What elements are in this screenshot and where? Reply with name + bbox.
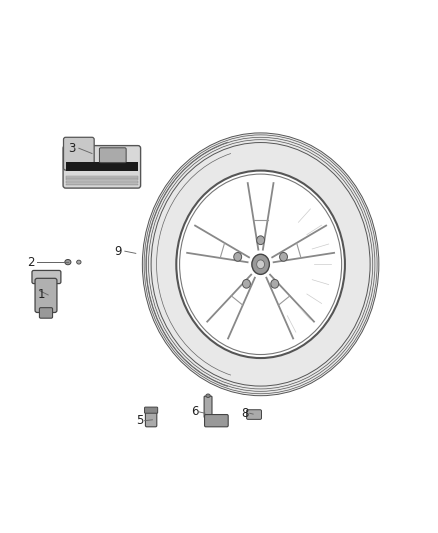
Text: 5: 5: [137, 414, 144, 427]
Bar: [66, 179, 138, 180]
FancyBboxPatch shape: [64, 138, 94, 170]
Bar: [66, 181, 138, 183]
Bar: [66, 176, 138, 177]
FancyBboxPatch shape: [99, 148, 126, 163]
Ellipse shape: [252, 254, 269, 274]
Text: 2: 2: [27, 256, 35, 269]
Ellipse shape: [257, 260, 265, 269]
FancyBboxPatch shape: [35, 278, 57, 312]
Ellipse shape: [279, 253, 287, 261]
FancyBboxPatch shape: [247, 410, 261, 419]
Text: 6: 6: [191, 406, 199, 418]
FancyBboxPatch shape: [32, 270, 61, 284]
Ellipse shape: [243, 279, 251, 288]
FancyBboxPatch shape: [145, 407, 158, 413]
FancyBboxPatch shape: [205, 415, 228, 427]
Ellipse shape: [176, 171, 345, 358]
Text: 3: 3: [69, 142, 76, 155]
Text: 9: 9: [114, 245, 122, 257]
Bar: [66, 162, 138, 171]
Ellipse shape: [257, 236, 265, 245]
Ellipse shape: [142, 133, 379, 395]
FancyBboxPatch shape: [145, 409, 157, 427]
Bar: [66, 184, 138, 185]
Ellipse shape: [234, 253, 242, 261]
Text: 1: 1: [38, 288, 46, 302]
Text: 8: 8: [242, 407, 249, 419]
Ellipse shape: [271, 279, 279, 288]
Ellipse shape: [77, 260, 81, 264]
FancyBboxPatch shape: [39, 308, 53, 318]
Ellipse shape: [65, 260, 71, 265]
FancyBboxPatch shape: [204, 396, 212, 418]
FancyBboxPatch shape: [63, 146, 141, 188]
Ellipse shape: [206, 394, 210, 398]
